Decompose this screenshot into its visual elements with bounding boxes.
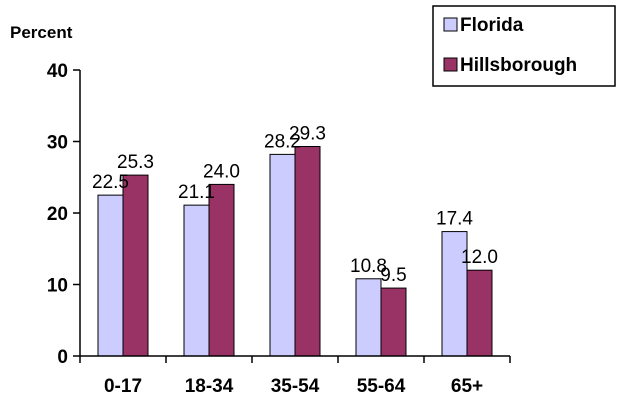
- data-label-florida: 21.1: [178, 182, 215, 203]
- data-label-florida: 28.2: [264, 131, 301, 152]
- bar-florida-55-64: [355, 278, 382, 357]
- bars: [97, 146, 493, 357]
- bar-florida-35-54: [269, 153, 296, 357]
- x-tick-label: 35-54: [271, 376, 320, 397]
- y-axis-ticks: 0 10 20 30 40: [47, 61, 80, 368]
- data-label-hillsborough: 12.0: [461, 247, 498, 268]
- y-tick-label: 20: [47, 204, 68, 225]
- y-axis-title: Percent: [10, 23, 73, 42]
- data-label-florida: 22.5: [92, 172, 129, 193]
- legend-label-hillsborough: Hillsborough: [460, 55, 577, 76]
- bar-hillsborough-18-34: [208, 183, 235, 357]
- bar-hillsborough-65+: [466, 269, 493, 357]
- data-label-hillsborough: 24.0: [203, 161, 240, 182]
- data-label-hillsborough: 29.3: [289, 124, 326, 145]
- x-tick-label: 18-34: [185, 376, 234, 397]
- bar-florida-0-17: [97, 194, 124, 357]
- data-label-florida: 17.4: [436, 209, 473, 230]
- bar-florida-65+: [441, 231, 468, 357]
- data-labels: 22.525.3 21.124.0 28.229.3 10.89.5 17.4 12.0: [92, 124, 498, 287]
- y-tick-label: 30: [47, 133, 68, 154]
- legend-label-florida: Florida: [460, 15, 524, 36]
- legend-swatch-hillsborough: [443, 57, 458, 72]
- bar-florida-18-34: [183, 204, 210, 357]
- data-label-hillsborough: 25.3: [117, 152, 154, 173]
- legend-swatch-florida: [443, 17, 458, 32]
- legend: Florida Hillsborough: [432, 5, 616, 87]
- bar-hillsborough-0-17: [122, 174, 149, 357]
- bar-hillsborough-35-54: [294, 146, 321, 357]
- x-axis-ticks: 0-17 18-34 35-54 55-64 65+: [79, 356, 511, 397]
- bar-hillsborough-55-64: [380, 287, 407, 357]
- y-tick-label: 40: [47, 61, 68, 82]
- x-tick-label: 65+: [451, 376, 483, 397]
- x-tick-label: 0-17: [104, 376, 142, 397]
- data-label-hillsborough: 9.5: [380, 265, 406, 286]
- x-tick-label: 55-64: [357, 376, 406, 397]
- legend-frame: [432, 5, 616, 87]
- y-tick-label: 10: [47, 276, 68, 297]
- y-tick-label: 0: [57, 347, 68, 368]
- data-label-florida: 10.8: [350, 256, 387, 277]
